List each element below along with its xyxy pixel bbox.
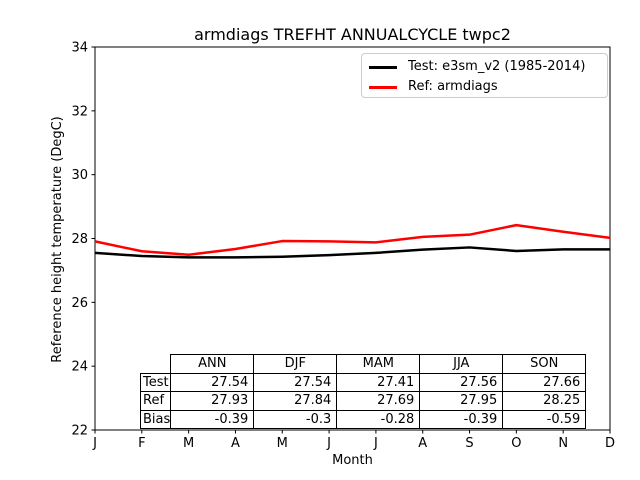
y-tick-label: 28 bbox=[71, 232, 88, 247]
table-cell: 27.66 bbox=[502, 372, 587, 393]
stats-table: ANN DJF MAM JJA SON Test 27.54 27.54 27.41 27.56 2… bbox=[139, 354, 587, 430]
series-line bbox=[94, 223, 611, 257]
table-cell: -0.39 bbox=[170, 409, 255, 430]
table-row-label: Ref bbox=[139, 391, 172, 411]
table-cell: -0.59 bbox=[502, 409, 587, 430]
x-tick-label: N bbox=[558, 436, 568, 451]
x-tick-label: F bbox=[138, 436, 145, 451]
table-column-header: MAM bbox=[336, 354, 421, 374]
y-tick-label: 22 bbox=[71, 424, 88, 439]
table-row: Test 27.54 27.54 27.41 27.56 27.66 bbox=[139, 372, 587, 393]
table-cell: 27.95 bbox=[419, 391, 504, 411]
y-tick-label: 34 bbox=[71, 41, 88, 56]
series-line bbox=[94, 246, 610, 259]
y-tick-label: 30 bbox=[71, 168, 88, 183]
y-axis-label: Reference height temperature (DegC) bbox=[50, 116, 65, 363]
table-row: Bias -0.39 -0.3 -0.28 -0.39 -0.59 bbox=[139, 409, 587, 430]
x-tick-label: M bbox=[183, 436, 194, 451]
table-row-label: Bias bbox=[139, 409, 172, 430]
table-row-label: Test bbox=[139, 372, 172, 393]
legend-entry: Ref: armdiags bbox=[369, 77, 607, 97]
x-tick-label: S bbox=[465, 436, 473, 451]
legend-line-sample bbox=[369, 65, 397, 69]
chart-title: armdiags TREFHT ANNUALCYCLE twpc2 bbox=[194, 25, 511, 44]
y-tick-label: 24 bbox=[71, 360, 88, 375]
legend-entry: Test: e3sm_v2 (1985-2014) bbox=[369, 57, 607, 77]
x-tick-label: A bbox=[418, 436, 427, 451]
legend-label: Ref: armdiags bbox=[408, 79, 498, 94]
table-cell: 27.41 bbox=[336, 372, 421, 393]
table-column-header: SON bbox=[502, 354, 587, 374]
legend-line-sample bbox=[369, 85, 397, 89]
table-header-row: ANN DJF MAM JJA SON bbox=[141, 354, 587, 374]
x-axis-label: Month bbox=[332, 453, 373, 468]
x-tick-label: J bbox=[326, 436, 331, 451]
x-tick-label: A bbox=[231, 436, 240, 451]
table-cell: 27.69 bbox=[336, 391, 421, 411]
y-tick-label: 26 bbox=[71, 296, 88, 311]
x-tick-label: M bbox=[277, 436, 288, 451]
table-corner-cell bbox=[141, 355, 171, 374]
table-cell: 27.54 bbox=[170, 372, 255, 393]
table-column-header: JJA bbox=[419, 354, 504, 374]
table-cell: 28.25 bbox=[502, 391, 587, 411]
x-tick-label: J bbox=[92, 436, 97, 451]
table-cell: 27.93 bbox=[170, 391, 255, 411]
x-tick-label: O bbox=[511, 436, 521, 451]
table-cell: -0.3 bbox=[253, 409, 338, 430]
x-tick-label: J bbox=[373, 436, 378, 451]
y-tick-label: 32 bbox=[71, 104, 88, 119]
legend: Test: e3sm_v2 (1985-2014) Ref: armdiags bbox=[361, 53, 608, 98]
x-tick-label: D bbox=[605, 436, 615, 451]
table-cell: 27.56 bbox=[419, 372, 504, 393]
table-cell: -0.39 bbox=[419, 409, 504, 430]
table-row: Ref 27.93 27.84 27.69 27.95 28.25 bbox=[139, 391, 587, 411]
table-cell: -0.28 bbox=[336, 409, 421, 430]
table-cell: 27.54 bbox=[253, 372, 338, 393]
table-column-header: DJF bbox=[253, 354, 338, 374]
legend-label: Test: e3sm_v2 (1985-2014) bbox=[408, 59, 586, 74]
table-column-header: ANN bbox=[170, 354, 255, 374]
table-cell: 27.84 bbox=[253, 391, 338, 411]
